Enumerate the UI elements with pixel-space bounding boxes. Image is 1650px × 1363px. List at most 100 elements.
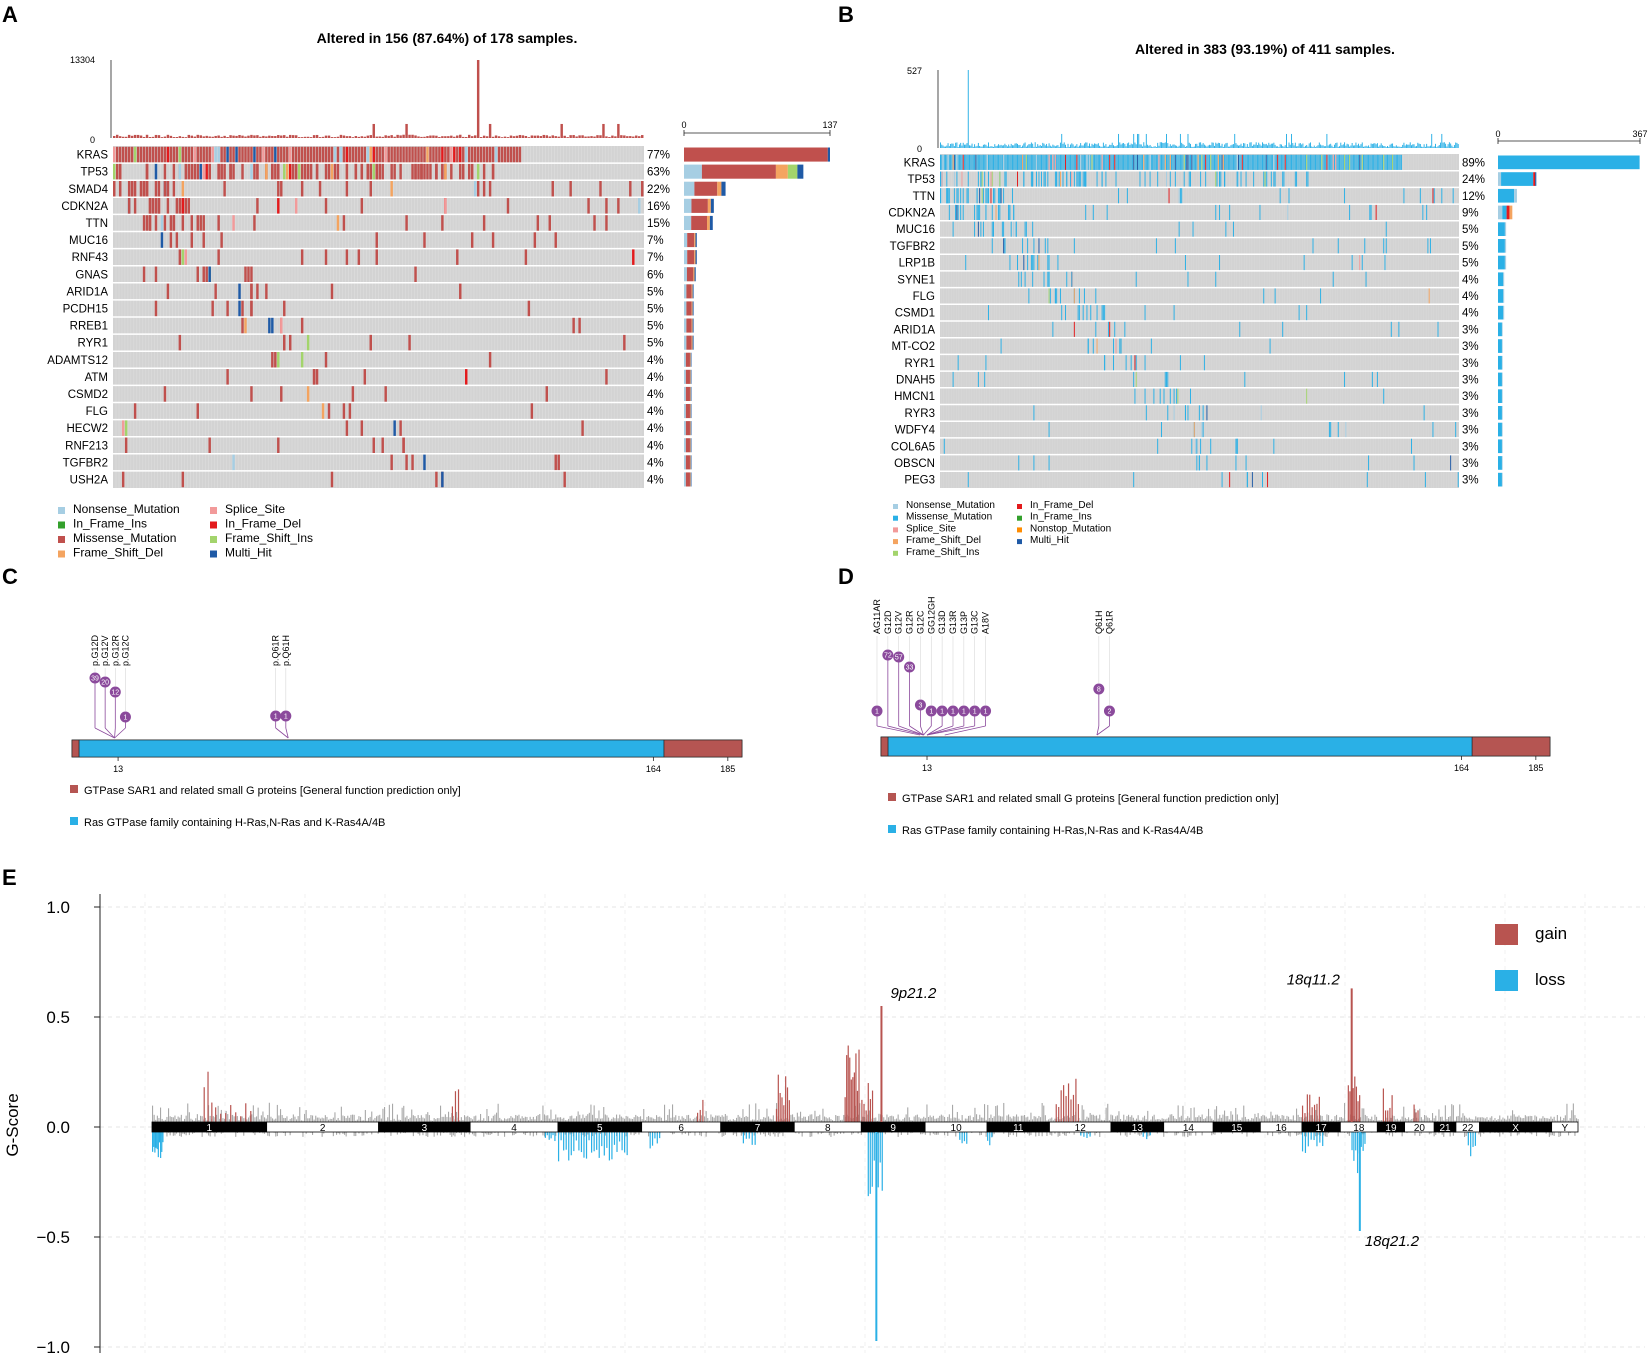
mutation-cell: [262, 146, 265, 163]
tmb-bar: [1240, 143, 1242, 148]
gscore-bar: [726, 1115, 728, 1122]
tmb-bar: [503, 136, 507, 138]
gscore-bar: [1464, 1132, 1466, 1138]
gain-bar: [1389, 1107, 1391, 1122]
mutation-cell: [1071, 271, 1073, 287]
gene-label: SMAD4: [68, 184, 108, 196]
mutation-cell: [1279, 188, 1281, 204]
gscore-bar: [958, 1118, 960, 1122]
mutation-cell: [1063, 154, 1065, 170]
gene-count-bar: [690, 404, 692, 419]
gscore-bar: [1054, 1118, 1056, 1122]
gscore-bar: [747, 1116, 749, 1122]
tmb-bar: [1042, 142, 1044, 148]
gscore-bar: [1392, 1132, 1394, 1137]
mutation-cell: [981, 171, 983, 187]
gscore-bar: [315, 1115, 317, 1122]
mutation-cell: [1359, 255, 1361, 271]
tmb-bar: [318, 137, 322, 138]
gscore-bar: [1512, 1110, 1514, 1122]
tmb-bar: [1301, 144, 1303, 148]
gscore-bar: [516, 1115, 518, 1122]
mutation-cell: [1289, 154, 1291, 170]
gscore-bar: [1084, 1119, 1086, 1122]
tmb-bar: [1373, 143, 1375, 148]
gscore-bar: [1430, 1132, 1432, 1134]
gscore-bar: [536, 1116, 538, 1122]
gscore-bar: [555, 1114, 557, 1122]
mutation-cell: [214, 146, 217, 163]
gscore-bar: [214, 1117, 216, 1122]
gscore-bar: [734, 1120, 736, 1122]
gain-bar: [207, 1071, 209, 1122]
mutation-cell: [1056, 288, 1058, 304]
tmb-bar: [1139, 144, 1141, 148]
mutation-cell: [569, 181, 572, 197]
gscore-bar: [270, 1116, 272, 1122]
mutation-cell: [300, 352, 304, 368]
mutation-cell: [1331, 154, 1333, 170]
mutation-cell: [1282, 321, 1284, 337]
mutation-cell: [1378, 154, 1380, 170]
gscore-bar: [945, 1120, 947, 1122]
mutation-cell: [432, 146, 435, 163]
mutation-cell: [1057, 154, 1059, 170]
gscore-bar: [1268, 1118, 1270, 1122]
mutation-cell: [1297, 154, 1299, 170]
gain-bar: [861, 1099, 863, 1122]
tmb-bar: [1230, 145, 1232, 148]
gscore-bar: [1323, 1132, 1325, 1136]
gscore-bar: [441, 1116, 443, 1122]
gscore-bar: [619, 1114, 621, 1122]
mutation-cell: [482, 181, 486, 197]
gscore-bar: [908, 1117, 910, 1122]
mutation-cell: [1287, 154, 1289, 170]
gene-count-bar: [1501, 372, 1503, 387]
tmb-bar: [309, 137, 313, 138]
gscore-bar: [736, 1132, 738, 1137]
gscore-bar: [220, 1132, 222, 1134]
gscore-bar: [172, 1132, 174, 1136]
tmb-bar: [1067, 143, 1069, 148]
mutation-cell: [1010, 154, 1012, 170]
mutation-cell: [1138, 154, 1140, 170]
tmb-bar: [1326, 133, 1328, 148]
gene-count-bar: [684, 421, 686, 436]
e-ytick-label: 0.0: [46, 1118, 70, 1137]
gscore-bar: [416, 1118, 418, 1122]
gscore-bar: [1011, 1118, 1013, 1122]
tmb-bar: [259, 136, 262, 138]
mutation-cell: [1234, 154, 1236, 170]
mutation-cell: [1244, 154, 1246, 170]
gscore-bar: [1398, 1120, 1400, 1122]
gscore-bar: [980, 1132, 982, 1136]
gscore-bar: [312, 1115, 314, 1122]
mutation-cell: [518, 146, 522, 163]
tmb-bar: [459, 134, 462, 138]
loss-bar: [654, 1132, 656, 1139]
mutation-cell: [399, 163, 402, 180]
gscore-bar: [283, 1132, 285, 1133]
mutation-cell: [1246, 472, 1248, 488]
mutation-cell: [390, 163, 393, 180]
gscore-bar: [955, 1117, 957, 1122]
mutation-cell: [127, 146, 131, 163]
percent-label: 4%: [647, 389, 664, 401]
gscore-bar: [1232, 1132, 1234, 1134]
mutation-cell: [1307, 171, 1309, 187]
gscore-bar: [897, 1114, 899, 1122]
mutation-cell: [1013, 154, 1015, 170]
loss-bar: [554, 1132, 556, 1142]
mutation-cell: [241, 317, 244, 334]
gscore-bar: [305, 1132, 307, 1134]
gscore-bar: [913, 1116, 915, 1122]
mutation-cell: [265, 283, 268, 300]
tmb-bar: [291, 135, 295, 138]
loss-bar: [626, 1132, 628, 1156]
gscore-bar: [262, 1111, 264, 1122]
gscore-bar: [246, 1119, 248, 1122]
tmb-bar: [1153, 146, 1155, 148]
mutation-cell: [1198, 405, 1200, 421]
gscore-bar: [1294, 1120, 1296, 1122]
gscore-bar: [305, 1110, 307, 1122]
